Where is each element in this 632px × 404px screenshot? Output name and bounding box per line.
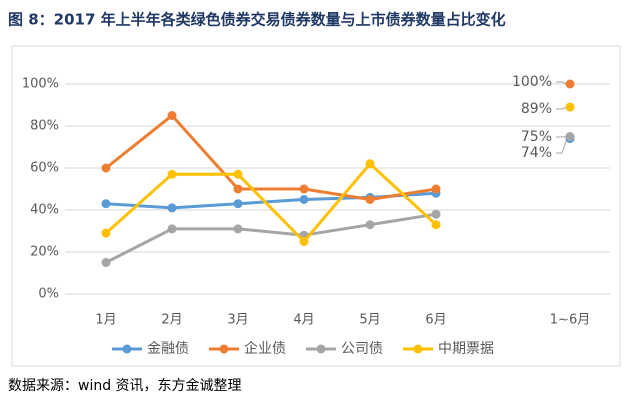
summary-label: 100%	[512, 74, 552, 90]
summary-point	[565, 79, 575, 89]
series-point	[101, 199, 111, 209]
series-point	[299, 184, 309, 194]
y-tick-label: 20%	[30, 245, 59, 260]
series-line	[105, 114, 437, 201]
series-point	[167, 203, 177, 213]
series-point	[233, 224, 243, 234]
legend-label: 中期票据	[438, 341, 494, 357]
chart-frame	[11, 45, 621, 367]
x-tick-label: 1~6月	[550, 313, 590, 328]
series-point	[167, 111, 177, 120]
series-point	[101, 163, 111, 173]
series-point	[299, 195, 309, 204]
y-tick-label: 0%	[38, 287, 59, 302]
x-tick-label: 6月	[425, 313, 446, 328]
series-point	[233, 199, 243, 209]
series-point	[365, 195, 375, 204]
y-tick-label: 100%	[22, 77, 59, 92]
summary-label: 89%	[521, 101, 552, 117]
series-point	[233, 184, 243, 194]
series-line	[105, 212, 437, 264]
series-point	[101, 258, 111, 267]
summary-label: 75%	[521, 129, 552, 145]
series-point	[431, 184, 441, 194]
leader-line	[556, 138, 568, 154]
x-tick-label: 3月	[227, 313, 248, 328]
y-tick-label: 80%	[30, 119, 59, 134]
chart-title: 图 8：2017 年上半年各类绿色债券交易债券数量与上市债券数量占比变化	[8, 11, 506, 29]
legend-label: 公司债	[341, 341, 383, 357]
y-tick-label: 40%	[30, 203, 59, 218]
x-tick-label: 4月	[293, 313, 314, 328]
series-point	[167, 169, 177, 179]
series-point	[167, 224, 177, 234]
legend-swatch-dot	[219, 344, 229, 354]
leader-line	[556, 136, 568, 138]
summary-point	[565, 102, 575, 112]
leader-line	[556, 106, 568, 110]
series-line	[105, 162, 438, 243]
x-tick-label: 5月	[359, 313, 380, 328]
series-point	[431, 209, 441, 219]
legend-label: 金融债	[147, 341, 189, 357]
series-point	[299, 237, 309, 246]
series-point	[101, 228, 111, 238]
summary-label: 74%	[521, 145, 552, 161]
legend-swatch-dot	[413, 344, 423, 354]
source-note: 数据来源：wind 资讯，东方金诚整理	[8, 378, 242, 394]
series-point	[365, 220, 375, 230]
x-tick-label: 2月	[161, 313, 182, 328]
legend-swatch-dot	[316, 344, 326, 354]
legend-label: 企业债	[244, 340, 286, 357]
leader-line	[556, 81, 568, 85]
summary-point	[565, 132, 575, 141]
y-tick-label: 60%	[30, 161, 59, 176]
legend-swatch-dot	[122, 344, 132, 354]
series-point	[365, 159, 375, 169]
series-point	[431, 220, 441, 230]
series-point	[233, 169, 243, 179]
x-tick-label: 1月	[95, 313, 116, 328]
